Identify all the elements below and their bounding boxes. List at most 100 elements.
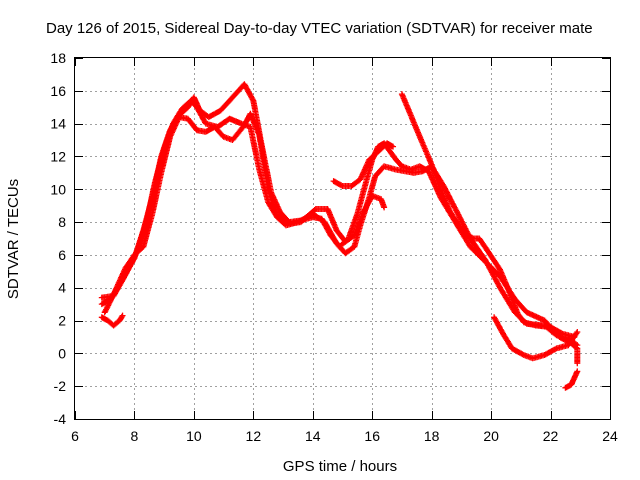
- data-point-run: [247, 110, 262, 137]
- data-point: [390, 143, 397, 150]
- data-point-run: [541, 346, 559, 358]
- x-tick-label: 8: [131, 428, 139, 444]
- data-point-run: [455, 222, 470, 238]
- data-point-run: [131, 244, 146, 258]
- data-point-run: [167, 115, 182, 140]
- data-point-run: [440, 183, 458, 211]
- y-tick-label: 6: [58, 247, 66, 263]
- data-point-run: [565, 330, 580, 349]
- data-points: [98, 81, 581, 391]
- series-track-8: [562, 368, 581, 391]
- data-point-run: [140, 212, 155, 250]
- x-tick-label: 16: [364, 428, 380, 444]
- series-track-4: [98, 312, 126, 329]
- data-point-run: [476, 235, 491, 254]
- y-tick-label: 2: [58, 313, 66, 329]
- data-point-run: [497, 266, 512, 293]
- x-axis-label: GPS time / hours: [283, 458, 397, 475]
- x-tick-label: 12: [246, 428, 262, 444]
- series-track-6: [398, 91, 578, 340]
- x-tick-label: 24: [602, 428, 618, 444]
- data-point-run: [110, 318, 122, 329]
- data-point-run: [143, 179, 158, 226]
- x-tick-label: 18: [424, 428, 440, 444]
- data-point-run: [342, 244, 357, 257]
- data-point-run: [416, 133, 434, 167]
- data-point-run: [274, 212, 291, 226]
- y-tick-label: 4: [58, 280, 66, 296]
- data-point-run: [393, 156, 404, 169]
- data-point-run: [110, 266, 128, 298]
- y-tick-label: 0: [58, 345, 66, 361]
- y-tick-label: 8: [58, 214, 66, 230]
- data-point-run: [330, 178, 345, 189]
- chart-title: Day 126 of 2015, Sidereal Day-to-day VTE…: [46, 20, 593, 37]
- y-tick-label: 12: [50, 148, 66, 164]
- data-point-run: [217, 95, 235, 114]
- data-point-run: [407, 112, 423, 139]
- data-point: [574, 360, 581, 367]
- data-point-run: [485, 248, 503, 272]
- data-point-run: [205, 108, 223, 121]
- data-point-run: [425, 168, 443, 200]
- data-point: [574, 368, 581, 375]
- data-point-run: [149, 171, 164, 217]
- data-point-run: [500, 330, 515, 351]
- data-point-run: [372, 164, 387, 180]
- data-point-run: [333, 227, 348, 244]
- data-point-run: [508, 345, 526, 358]
- y-tick-label: -2: [54, 378, 67, 394]
- data-point-run: [158, 135, 173, 176]
- data-point-run: [122, 253, 137, 271]
- data-point-run: [514, 311, 526, 324]
- x-tick-label: 20: [483, 428, 499, 444]
- data-point-run: [437, 186, 452, 213]
- data-point-run: [229, 123, 247, 143]
- data-point-run: [562, 382, 574, 391]
- data-point-run: [321, 219, 339, 246]
- data-point: [574, 329, 581, 336]
- x-tick-label: 10: [186, 428, 202, 444]
- data-point-run: [247, 123, 262, 172]
- data-point-run: [348, 177, 363, 189]
- data-point-run: [398, 91, 414, 117]
- data-point-run: [101, 292, 116, 316]
- data-point-run: [363, 158, 375, 185]
- data-point-run: [446, 207, 461, 227]
- series-track-3: [101, 110, 388, 316]
- data-point-run: [351, 210, 366, 239]
- data-point-run: [482, 256, 503, 290]
- data-point-run: [357, 158, 372, 183]
- data-point-run: [187, 97, 199, 110]
- data-point: [381, 204, 388, 211]
- data-point-run: [256, 132, 271, 191]
- data-point-run: [354, 179, 369, 217]
- y-tick-label: -4: [54, 411, 67, 427]
- y-tick-label: 16: [50, 83, 66, 99]
- data-point-run: [505, 288, 521, 316]
- y-tick-label: 10: [50, 181, 66, 197]
- y-tick-label: 14: [50, 116, 66, 132]
- data-point-run: [241, 81, 256, 103]
- x-tick-label: 6: [71, 428, 79, 444]
- data-point-run: [523, 309, 547, 323]
- data-point-run: [324, 206, 339, 232]
- data-point-run: [360, 194, 375, 216]
- data-point-run: [265, 186, 280, 218]
- plot-frame: [74, 57, 611, 420]
- data-point-run: [547, 324, 565, 336]
- data-point-run: [387, 148, 399, 162]
- data-point: [119, 312, 126, 319]
- data-point-run: [491, 314, 506, 336]
- data-point-run: [342, 233, 357, 245]
- data-point-run: [428, 161, 444, 191]
- x-tick-label: 14: [305, 428, 321, 444]
- series-track-5: [330, 140, 397, 189]
- y-axis-label: SDTVAR / TECUs: [5, 179, 22, 299]
- data-point-run: [193, 104, 208, 126]
- data-point-run: [211, 123, 226, 139]
- data-point-run: [464, 232, 476, 241]
